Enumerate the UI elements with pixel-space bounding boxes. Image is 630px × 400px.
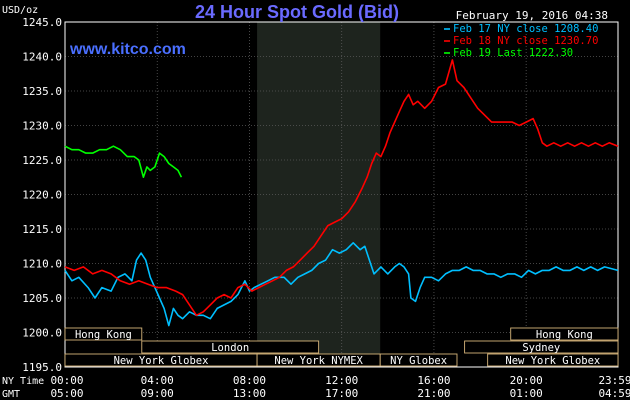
y-tick-label: 1245.0	[22, 16, 62, 29]
x-tick-label-ny: 16:00	[417, 374, 450, 387]
y-tick-label: 1230.0	[22, 120, 62, 133]
legend-entry: Feb 19 Last 1222.30	[453, 47, 573, 59]
session-bar	[141, 340, 320, 354]
x-tick-label-ny: 00:00	[50, 374, 83, 387]
y-tick-label: 1220.0	[22, 189, 62, 202]
session-label: Sydney	[522, 342, 560, 354]
plot-frame	[64, 21, 619, 368]
x-tick-label-ny: 23:59	[598, 374, 630, 387]
y-unit-label: USD/oz	[2, 5, 38, 16]
y-tick-label: 1210.0	[22, 258, 62, 271]
price-series	[64, 59, 619, 327]
x-tick-label-gmt: 01:00	[510, 387, 543, 400]
session-label: NY Globex	[390, 355, 447, 367]
y-tick-label: 1200.0	[22, 327, 62, 340]
y-tick-label: 1225.0	[22, 154, 62, 167]
session-label: Hong Kong	[536, 329, 593, 341]
series-line-1	[64, 242, 619, 327]
session-bar	[379, 353, 458, 367]
x-tick-label-ny: 04:00	[141, 374, 174, 387]
y-tick-label: 1195.0	[22, 361, 62, 374]
ny-time-row-label: NY Time	[2, 376, 44, 387]
y-tick-label: 1215.0	[22, 223, 62, 236]
x-tick-label-gmt: 13:00	[233, 387, 266, 400]
session-label: New York Globex	[114, 355, 209, 367]
session-label: New York Globex	[505, 355, 600, 367]
session-bar	[487, 353, 619, 367]
session-label: New York NYMEX	[274, 355, 363, 367]
x-tick-label-gmt: 21:00	[417, 387, 450, 400]
chart-title: 24 Hour Spot Gold (Bid)	[195, 2, 399, 22]
gmt-row-label: GMT	[2, 389, 20, 400]
y-tick-label: 1235.0	[22, 85, 62, 98]
y-tick-label: 1205.0	[22, 292, 62, 305]
chart-date: February 19, 2016 04:38	[456, 9, 608, 22]
legend-entry: Feb 17 NY close 1208.40	[453, 23, 598, 35]
session-label: London	[211, 342, 249, 354]
x-tick-label-ny: 12:00	[325, 374, 358, 387]
series-line-2	[64, 59, 619, 317]
y-tick-label: 1240.0	[22, 51, 62, 64]
x-tick-label-ny: 20:00	[510, 374, 543, 387]
x-tick-label-ny: 08:00	[233, 374, 266, 387]
session-bar	[464, 340, 619, 354]
session-label: Hong Kong	[75, 329, 132, 341]
session-bar	[64, 327, 143, 341]
session-bar	[510, 327, 619, 341]
x-tick-label-gmt: 09:00	[141, 387, 174, 400]
x-tick-label-gmt: 04:59	[598, 387, 630, 400]
x-tick-label-gmt: 17:00	[325, 387, 358, 400]
y-axis-ticks: 1245.0 1240.0 1235.0 1230.0 1225.0 1220.0 1215…	[22, 16, 62, 374]
kitco-watermark: www.kitco.com	[69, 41, 186, 58]
x-tick-label-gmt: 05:00	[50, 387, 83, 400]
legend-entry: Feb 18 NY close 1230.70	[453, 35, 598, 47]
series-line-3	[64, 145, 183, 178]
